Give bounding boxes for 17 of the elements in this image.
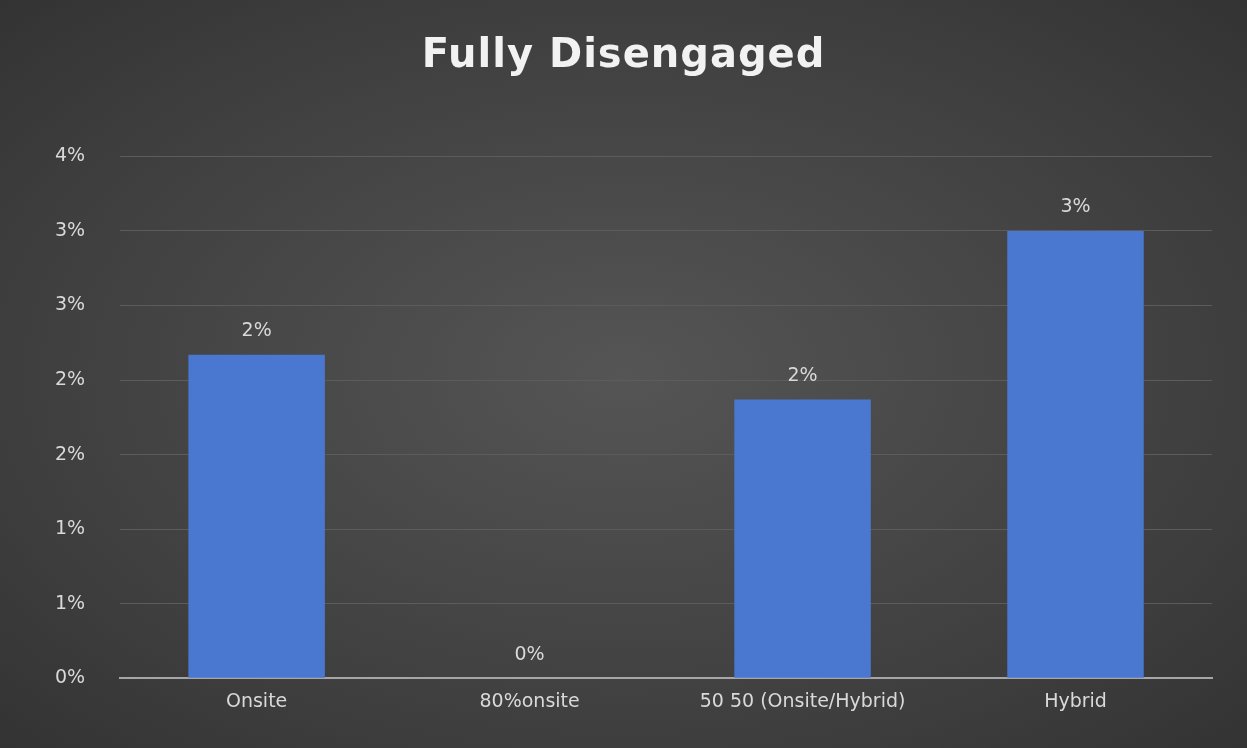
- data-label: 3%: [1060, 194, 1091, 217]
- data-label: 2%: [787, 362, 818, 385]
- y-tick-label: 0%: [54, 665, 86, 688]
- x-tick-label: Onsite: [225, 688, 288, 711]
- data-label: 0%: [514, 641, 545, 664]
- y-tick-label: 3%: [54, 292, 86, 315]
- y-tick-label: 2%: [54, 366, 86, 389]
- x-tick-label: 50 50 (Onsite/Hybrid): [699, 688, 906, 711]
- y-tick-label: 3%: [54, 217, 86, 240]
- y-tick-label: 2%: [54, 441, 86, 464]
- y-tick-label: 1%: [54, 590, 86, 613]
- x-tick-label: Hybrid: [1044, 688, 1107, 711]
- y-tick-label: 1%: [54, 516, 86, 539]
- y-tick-label: 4%: [54, 143, 86, 166]
- chart-title: Fully Disengaged: [420, 30, 827, 76]
- x-tick-label: 80%onsite: [479, 688, 580, 711]
- data-label: 2%: [241, 318, 272, 341]
